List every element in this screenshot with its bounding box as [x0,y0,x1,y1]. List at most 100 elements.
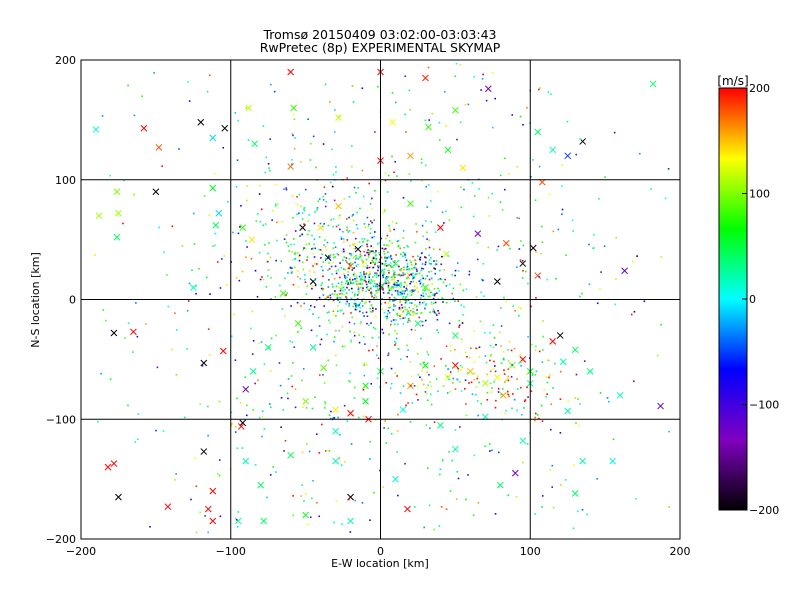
chart-subtitle: RwPretec (8p) EXPERIMENTAL SKYMAP [260,40,501,55]
data-point-x [493,373,501,381]
data-point-x [287,163,295,170]
data-point-x [556,332,564,339]
y-tick-label: −100 [46,413,76,426]
data-point-x [104,463,112,471]
data-point-x [511,469,519,477]
data-point-x [586,367,594,375]
data-point-x [519,437,527,445]
data-point-x [362,397,369,405]
data-point-x [309,344,317,351]
data-point-x [519,260,527,267]
data-point-x [248,236,256,243]
data-point-x [95,212,103,220]
colorbar-tick-label: 200 [749,82,770,95]
data-point-x [452,106,459,114]
data-point-x [332,427,339,435]
data-point-x [320,364,327,372]
colorbar-tick-label: −200 [749,504,779,517]
data-point-x [407,152,414,160]
data-point-x [155,144,163,151]
data-point-x [422,362,429,369]
data-point-x [234,517,242,525]
data-point-x [302,397,309,405]
x-axis: −200 −100 0 100 200 [66,545,691,558]
data-point-x [484,85,492,93]
x-tick-label: 200 [670,545,691,558]
data-point-x [437,421,444,429]
data-point-x [354,245,362,253]
data-point-x [115,209,122,217]
data-point-x [130,328,137,336]
data-point-x [317,224,324,232]
data-point-x [347,517,354,525]
data-point-x [113,188,121,196]
colorbar-axis: 200 100 0 −100 −200 [742,82,779,517]
data-point-x [335,114,342,121]
data-point-x [649,80,657,88]
data-point-x [140,124,148,132]
data-point-x [251,140,259,148]
y-tick-label: −200 [46,533,76,546]
data-point-x [164,503,172,511]
y-axis-label: N-S location [km] [29,252,42,348]
data-point-x [110,329,118,337]
data-point-x [579,457,587,465]
data-point-x [245,104,253,112]
data-point-x [242,457,250,465]
plot-grid [81,60,680,539]
data-point-x [414,320,422,327]
data-point-x [481,379,489,387]
x-tick-label: 0 [377,545,384,558]
data-point-x [212,221,220,229]
data-point-x [309,278,317,285]
data-points [92,62,671,534]
x-axis-label: E-W location [km] [331,557,429,570]
data-point-x [389,118,396,126]
data-point-x [242,385,250,393]
data-point-x [215,209,223,217]
y-tick-label: 0 [69,294,76,307]
data-point-x [407,200,414,208]
x-tick-label: −100 [216,545,246,558]
data-point-x [152,188,160,196]
data-point-x [110,460,118,467]
data-point-x [302,511,309,519]
data-point-x [399,406,407,414]
data-point-x [237,423,245,430]
colorbar-tick-label: 0 [749,293,756,306]
data-point-x [299,224,306,232]
data-point-x [534,128,542,136]
data-point-x [529,244,537,252]
data-point-x [115,493,122,501]
data-point-x [209,134,217,142]
data-point-x [452,332,459,339]
data-point-x [294,320,302,327]
data-point-x [499,391,507,399]
colorbar-tick-label: −100 [749,399,779,412]
data-point-x [113,233,121,241]
data-point-x [239,419,247,427]
data-point-x [332,406,339,414]
data-point-x [657,402,664,410]
data-point-x [437,224,444,232]
data-point-x [260,517,268,525]
data-point-x [534,272,542,279]
data-point-x [392,475,399,483]
plot-frame [80,59,681,540]
chart-title: Tromsø 20150409 03:02:00-03:03:43 [262,27,496,42]
data-point-x [209,184,217,192]
data-point-x [474,230,482,237]
data-point-x [422,284,429,291]
data-point-x [332,457,339,465]
data-point-x [493,278,501,285]
data-point-x [571,490,579,497]
data-point-x [335,202,342,210]
colorbar-tick-label: 100 [749,188,770,201]
data-point-x [287,451,295,459]
x-tick-label: −200 [66,545,96,558]
data-point-x [502,239,510,247]
data-point-x [279,290,287,297]
data-point-x [257,481,265,489]
data-point-x [422,74,429,82]
data-point-x [239,224,247,232]
